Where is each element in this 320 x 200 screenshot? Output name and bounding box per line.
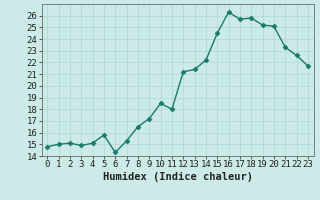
X-axis label: Humidex (Indice chaleur): Humidex (Indice chaleur): [103, 172, 252, 182]
